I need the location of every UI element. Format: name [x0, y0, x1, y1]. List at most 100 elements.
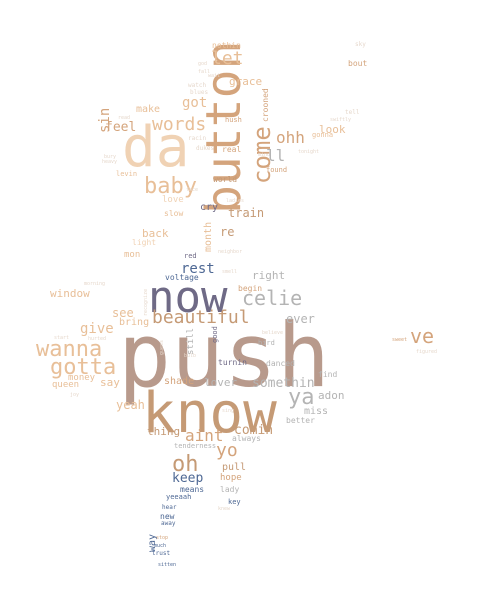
word-new: new	[160, 512, 175, 521]
word-oh: oh	[172, 452, 199, 477]
word-see: see	[112, 306, 134, 320]
word-sin: sin	[97, 107, 113, 133]
word-levin: levin	[116, 170, 138, 178]
word-keep: keep	[172, 471, 204, 486]
word-watch: watch	[188, 82, 207, 89]
word-right: right	[252, 269, 286, 282]
word-hear: hear	[162, 504, 177, 511]
word-bulb: bulb	[184, 353, 197, 359]
word-sing: sing	[222, 408, 235, 414]
word-key: key	[228, 498, 241, 506]
word-figured: figured	[416, 349, 438, 355]
word-bury: bury	[104, 154, 117, 160]
word-world: world	[213, 175, 238, 184]
word-light: light	[132, 238, 157, 247]
word-yeah: yeah	[116, 398, 145, 412]
word-da: da	[122, 115, 190, 180]
word-adon: adon	[318, 389, 345, 402]
word-guess: guess	[159, 339, 165, 355]
word-make: make	[136, 104, 161, 115]
word-heavy: heavy	[102, 159, 118, 165]
word-pull: pull	[222, 462, 247, 473]
word-morning: morning	[84, 281, 106, 287]
word-lover: lover	[204, 376, 238, 389]
word-crooned: crooned	[261, 88, 270, 122]
word-money: money	[68, 373, 96, 383]
word-give: give	[80, 321, 114, 337]
word-always: always	[232, 434, 261, 443]
word-comin: comin	[234, 423, 274, 438]
word-hush: hush	[225, 116, 242, 124]
word-celie: celie	[242, 286, 303, 310]
word-wanna: wanna	[36, 337, 103, 362]
word-yeeaah: yeeaah	[166, 493, 192, 501]
word-baby: baby	[144, 174, 197, 199]
word-love: love	[162, 195, 184, 205]
word-miss: miss	[304, 406, 329, 417]
word-rest: rest	[181, 261, 215, 277]
word-sweet: sweet	[392, 337, 408, 343]
word-yo: yo	[216, 440, 238, 461]
word-ve: ve	[410, 324, 435, 348]
word-bring: bring	[119, 317, 150, 328]
word-tonight: tonight	[298, 149, 320, 155]
word-racin: racin	[188, 135, 207, 142]
word-means: means	[180, 485, 205, 494]
word-mind: mind	[258, 152, 271, 158]
word-stop: stop	[156, 535, 169, 541]
word-sitten: sitten	[158, 562, 177, 568]
word-ya: ya	[288, 385, 315, 410]
word-real: real	[222, 145, 242, 154]
word-danced: danced	[266, 359, 295, 368]
word-words: words	[152, 114, 207, 135]
word-let: let	[211, 48, 244, 69]
word-recognize: recognize	[143, 288, 149, 316]
word-ladies: ladies	[226, 198, 245, 204]
word-back: back	[142, 227, 169, 240]
word-better: better	[286, 416, 315, 425]
word-ohh: ohh	[276, 128, 305, 147]
word-slow: slow	[164, 209, 184, 218]
word-find: find	[318, 370, 338, 379]
word-read: read	[118, 115, 131, 121]
word-aint: aint	[185, 426, 224, 445]
word-push: push	[118, 304, 330, 407]
word-beautiful: beautiful	[152, 307, 250, 328]
word-still: still	[186, 327, 196, 355]
word-gonna: gonna	[312, 131, 334, 139]
word-god: god	[198, 61, 208, 67]
word-gotta: gotta	[50, 355, 117, 380]
word-month: month	[203, 221, 214, 252]
word-tell: tell	[345, 109, 360, 116]
word-swiftly: swiftly	[330, 117, 352, 123]
word-shade: shade	[164, 376, 195, 387]
word-trust: trust	[152, 550, 171, 557]
word-grace: grace	[229, 75, 263, 88]
word-train: train	[228, 206, 265, 220]
word-ll: ll	[266, 146, 286, 165]
word-good: good	[211, 326, 219, 343]
word-cry: cry	[200, 202, 219, 213]
word-found: found	[266, 166, 288, 174]
word-thing: thing	[147, 425, 181, 438]
word-nothin: nothin	[212, 41, 241, 50]
word-got: got	[182, 95, 208, 111]
word-smell: smell	[222, 269, 238, 275]
word-red: red	[184, 252, 197, 260]
word-ever: ever	[286, 312, 315, 326]
word-away: away	[161, 520, 176, 527]
word-lady: lady	[220, 485, 240, 494]
word-now: now	[148, 272, 228, 323]
word-fall: fall	[198, 69, 211, 75]
word-know: know	[142, 381, 277, 446]
word-dukes: dukes	[196, 145, 215, 152]
word-neighbor: neighbor	[218, 249, 243, 255]
word-bird: bird	[258, 339, 275, 347]
word-sky: sky	[355, 41, 366, 48]
word-look: look	[319, 123, 346, 136]
word-queen: queen	[52, 380, 80, 390]
word-hope: hope	[220, 473, 242, 483]
word-start: start	[54, 335, 70, 341]
word-turnin: turnin	[218, 358, 247, 367]
word-knew: knew	[218, 506, 231, 512]
